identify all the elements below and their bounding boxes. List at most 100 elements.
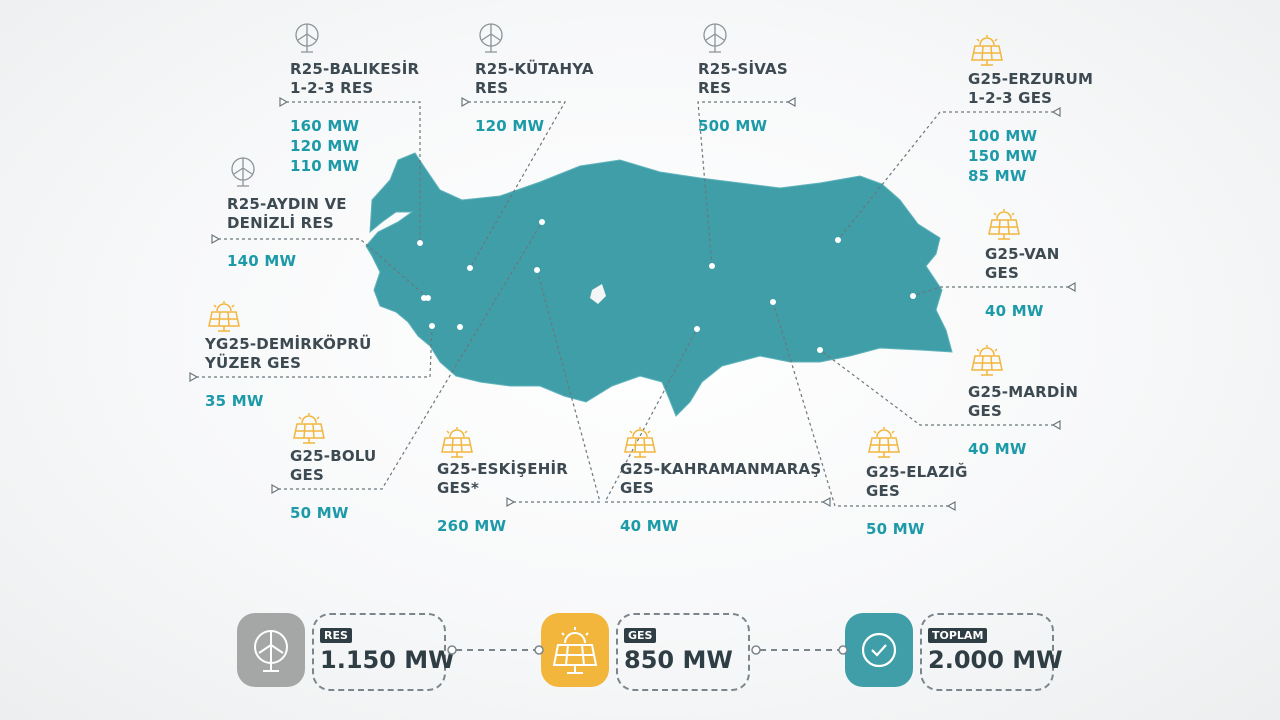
leader-line (212, 238, 429, 299)
res-summary-icon (237, 613, 305, 687)
total-summary-label: TOPLAM (928, 628, 988, 643)
project-title: G25-ERZURUM 1-2-3 GES (968, 70, 1094, 107)
arrow-marker (211, 233, 221, 245)
project-label: G25-BOLU GES 50 MW (290, 447, 376, 523)
site-marker (539, 219, 545, 225)
leader-line (462, 101, 567, 269)
ges-summary-box (616, 613, 750, 691)
project-label: R25-BALIKESİR 1-2-3 RES 160 MW 120 MW 110 M… (290, 60, 419, 176)
project-capacity: 50 MW (290, 504, 349, 522)
project-label: G25-VAN GES 40 MW (985, 245, 1059, 321)
project-capacity: 260 MW (437, 517, 507, 535)
project-label: YG25-DEMİRKÖPRÜ YÜZER GES 35 MW (205, 335, 371, 411)
leader-line (272, 221, 543, 490)
solar-panel-icon (970, 344, 1003, 376)
turkey-shape (365, 152, 953, 417)
arrow-marker (1051, 419, 1061, 431)
project-label: G25-ELAZIĞ GES 50 MW (866, 463, 968, 539)
wind-turbine-icon (476, 22, 506, 53)
project-title: YG25-DEMİRKÖPRÜ YÜZER GES (205, 335, 372, 372)
solar-panel-icon (867, 426, 900, 458)
project-label: R25-AYDIN VE DENİZLİ RES 140 MW (227, 195, 347, 271)
project-title: G25-VAN GES (985, 245, 1060, 282)
wind-turbine-icon (292, 22, 322, 53)
project-label: G25-ESKİŞEHİR GES* 260 MW (437, 460, 568, 536)
ges-summary-value: 850 MW (624, 646, 733, 674)
project-capacity: 100 MW (968, 127, 1038, 145)
ges-summary-icon (541, 613, 609, 687)
solar-panel-icon (970, 34, 1003, 66)
project-label: G25-MARDİN GES 40 MW (968, 383, 1078, 459)
site-marker (457, 324, 463, 330)
arrow-marker (1066, 281, 1076, 293)
project-capacity: 120 MW (290, 137, 360, 155)
leader-line (912, 286, 1075, 297)
project-capacity: 110 MW (290, 157, 360, 175)
project-capacity: 40 MW (620, 517, 679, 535)
res-summary-box (312, 613, 446, 691)
project-title: R25-BALIKESİR 1-2-3 RES (290, 60, 420, 97)
leader-line (507, 269, 601, 503)
project-capacity: 150 MW (968, 147, 1038, 165)
project-capacity: 35 MW (205, 392, 264, 410)
res-summary-value: 1.150 MW (320, 646, 455, 674)
leader-line (697, 101, 795, 267)
project-capacity: 40 MW (985, 302, 1044, 320)
project-capacity: 40 MW (968, 440, 1027, 458)
site-marker (770, 299, 776, 305)
lake-tuz (590, 284, 606, 304)
site-marker (417, 240, 423, 246)
res-summary-label: RES (320, 628, 352, 643)
site-marker (835, 237, 841, 243)
wind-turbine-icon (228, 156, 258, 187)
wind-turbine-icon (254, 630, 288, 672)
project-title: G25-ESKİŞEHİR GES* (437, 460, 569, 497)
arrow-marker (271, 483, 281, 495)
wind-turbine-icon (700, 22, 730, 53)
solar-panel-icon (207, 300, 240, 332)
solar-panel-icon (292, 412, 325, 444)
solar-panel-icon (623, 426, 656, 458)
arrow-marker (946, 500, 956, 512)
site-marker (709, 263, 715, 269)
project-label: R25-KÜTAHYA RES 120 MW (475, 60, 594, 136)
arrow-marker (461, 96, 471, 108)
leader-line (604, 328, 830, 503)
project-title: G25-KAHRAMANMARAŞ GES (620, 460, 822, 497)
project-capacity: 120 MW (475, 117, 545, 135)
leader-line (190, 325, 433, 378)
project-label: G25-ERZURUM 1-2-3 GES 100 MW 150 MW 85 MW (968, 70, 1093, 186)
project-title: R25-SİVAS RES (698, 60, 788, 97)
project-title: G25-MARDİN GES (968, 383, 1079, 420)
arrow-marker (786, 96, 796, 108)
total-summary-box (920, 613, 1054, 691)
site-marker (694, 326, 700, 332)
project-title: G25-ELAZIĞ GES (866, 463, 968, 500)
check-circle-icon (861, 632, 897, 668)
project-title: G25-BOLU GES (290, 447, 377, 484)
site-marker (429, 323, 435, 329)
leader-line (280, 101, 421, 243)
leader-line (819, 349, 1060, 426)
project-capacity: 50 MW (866, 520, 925, 538)
site-marker (534, 267, 540, 273)
site-marker (817, 347, 823, 353)
project-title: R25-AYDIN VE DENİZLİ RES (227, 195, 347, 232)
arrow-marker (506, 496, 516, 508)
solar-panel-icon (987, 208, 1020, 240)
project-label: R25-SİVAS RES 500 MW (698, 60, 788, 136)
site-marker (467, 265, 473, 271)
solar-panel-icon (552, 627, 598, 674)
total-summary-value: 2.000 MW (928, 646, 1063, 674)
arrow-marker (279, 96, 289, 108)
total-summary-icon (845, 613, 913, 687)
project-capacity: 140 MW (227, 252, 297, 270)
arrow-marker (189, 371, 199, 383)
project-capacity: 85 MW (968, 167, 1027, 185)
site-marker (910, 293, 916, 299)
project-capacity: 500 MW (698, 117, 768, 135)
leader-line (837, 111, 1060, 241)
ges-summary-label: GES (624, 628, 657, 643)
